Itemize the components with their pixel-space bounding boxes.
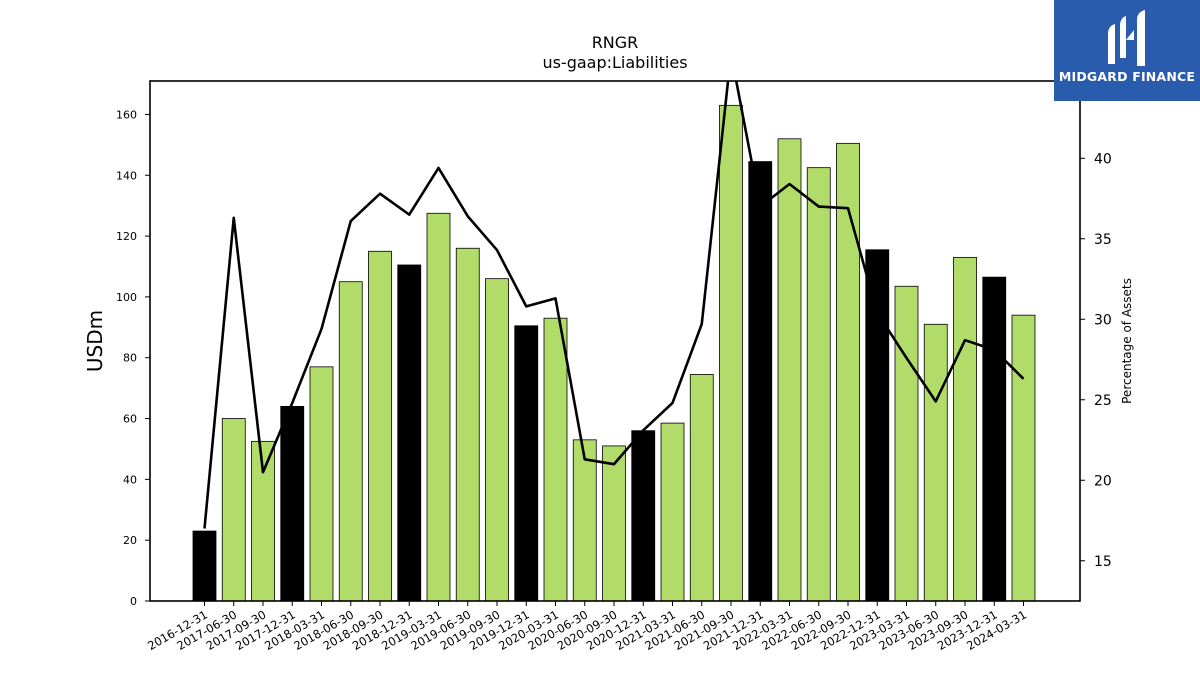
bar	[514, 325, 539, 602]
x-axis: 2016-12-312017-06-302017-09-302017-12-31…	[145, 601, 1029, 653]
y-tick-label: 100	[116, 291, 137, 304]
y2-tick-label: 15	[1094, 554, 1112, 570]
bar	[221, 418, 246, 602]
bar	[543, 317, 568, 602]
bar	[923, 323, 948, 602]
bar	[338, 281, 363, 602]
line-layer	[203, 81, 1025, 529]
y-tick-label: 0	[130, 595, 137, 608]
bar	[572, 439, 597, 602]
y-tick-label: 140	[116, 169, 137, 182]
y2-tick-label: 30	[1094, 312, 1112, 328]
bar	[748, 161, 773, 602]
bar	[865, 249, 890, 602]
bar	[192, 530, 217, 602]
bar	[806, 167, 831, 602]
bar	[660, 422, 685, 602]
bar	[953, 256, 977, 602]
bar	[719, 104, 743, 602]
bar	[485, 278, 509, 602]
y-tick-label: 120	[116, 230, 137, 243]
y2-tick-label: 25	[1094, 393, 1112, 409]
bar	[426, 212, 451, 602]
chart-subtitle: us-gaap:Liabilities	[542, 53, 687, 72]
bar	[455, 247, 480, 602]
y-tick-label: 40	[123, 473, 137, 486]
bar	[631, 430, 656, 602]
logo-icon	[1108, 10, 1145, 66]
y-axis-label: USDm	[83, 310, 107, 372]
series-line	[203, 81, 1025, 529]
y2-tick-label: 20	[1094, 473, 1112, 489]
bar	[280, 405, 305, 602]
logo-text: MIDGARD FINANCE	[1058, 69, 1196, 84]
bar	[309, 366, 334, 602]
bar	[397, 264, 422, 602]
y2-axis-label: Percentage of Assets	[1120, 278, 1134, 404]
bar	[602, 445, 626, 602]
y-tick-label: 160	[116, 108, 137, 121]
bar	[982, 276, 1007, 602]
bar	[894, 285, 919, 602]
bar	[689, 374, 714, 602]
y-tick-label: 60	[123, 413, 137, 426]
right-axis: 15 20 25 30 35 40	[1080, 151, 1112, 570]
chart-title: RNGR	[592, 33, 639, 52]
y2-tick-label: 35	[1094, 232, 1112, 248]
bar	[777, 138, 802, 602]
bar	[368, 250, 392, 602]
bars-layer	[192, 104, 1036, 602]
y-tick-label: 80	[123, 352, 137, 365]
brand-logo: MIDGARD FINANCE	[1054, 0, 1200, 101]
y-tick-label: 20	[123, 534, 137, 547]
left-axis: 0 20 40 60 80 100 120 140 160	[116, 108, 150, 608]
y2-tick-label: 40	[1094, 151, 1112, 167]
bar	[1011, 314, 1036, 602]
plot-frame	[149, 80, 1081, 602]
